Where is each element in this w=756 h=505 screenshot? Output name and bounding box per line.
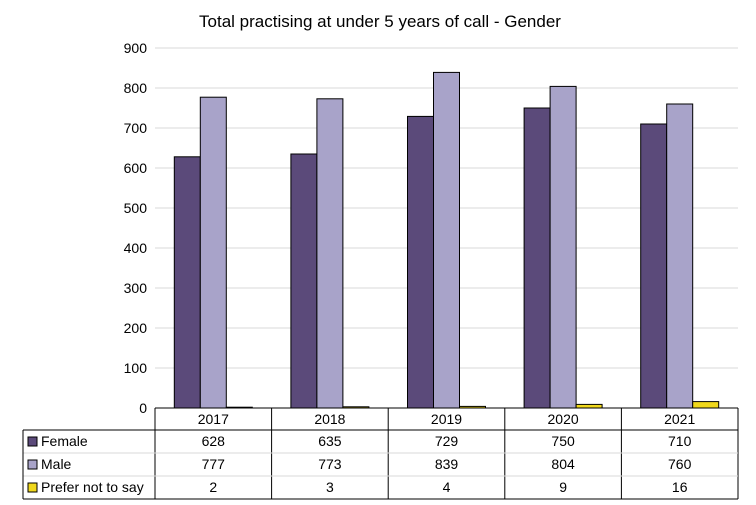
y-tick-label: 700: [124, 120, 148, 136]
bar-female-2020: [523, 107, 551, 409]
data-label: 750: [551, 433, 575, 449]
data-label: 710: [668, 433, 692, 449]
bar-prefer-not-to-say-2020: [575, 403, 603, 409]
legend-label: Prefer not to say: [41, 479, 144, 495]
bar-female-2018: [290, 153, 318, 409]
x-tick-label: 2018: [314, 411, 345, 427]
bar-female-2021: [640, 123, 668, 409]
data-label: 2: [209, 479, 217, 495]
x-tick-label: 2020: [548, 411, 579, 427]
chart-title: Total practising at under 5 years of cal…: [199, 12, 561, 31]
y-tick-label: 300: [124, 280, 148, 296]
legend-swatch: [27, 436, 38, 447]
bar-prefer-not-to-say-2021: [692, 401, 720, 409]
legend-label: Female: [41, 433, 88, 449]
x-axis: 2017 2018 2019 2020 2021: [155, 407, 738, 427]
bars: [173, 71, 720, 409]
bar-male-2021: [666, 103, 694, 409]
y-tick-label: 400: [124, 240, 148, 256]
bar-female-2017: [173, 156, 201, 409]
data-label: 628: [202, 433, 226, 449]
data-label: 839: [435, 456, 459, 472]
bar-male-2018: [316, 98, 344, 409]
data-label: 804: [551, 456, 575, 472]
y-axis: 0 100 200 300 400 500 600 700 800 900: [124, 40, 148, 416]
bar-male-2020: [549, 85, 577, 409]
y-tick-label: 0: [139, 400, 147, 416]
data-label: 773: [318, 456, 342, 472]
y-tick-label: 200: [124, 320, 148, 336]
y-tick-label: 800: [124, 80, 148, 96]
data-label: 635: [318, 433, 342, 449]
data-label: 760: [668, 456, 692, 472]
x-tick-label: 2021: [664, 411, 695, 427]
bar-female-2019: [407, 115, 434, 409]
data-label: 3: [326, 479, 334, 495]
bar-male-2017: [199, 96, 227, 409]
y-tick-label: 900: [124, 40, 148, 56]
y-tick-label: 100: [124, 360, 148, 376]
legend-label: Male: [41, 456, 72, 472]
data-table: Female 628 635 729 750 710 Male 777 773 839 804 760…: [22, 408, 739, 500]
data-label: 16: [672, 479, 688, 495]
x-tick-label: 2017: [198, 411, 229, 427]
data-label: 4: [443, 479, 451, 495]
data-label: 777: [202, 456, 226, 472]
x-tick-label: 2019: [431, 411, 462, 427]
legend-swatch: [27, 482, 38, 493]
data-label: 729: [435, 433, 459, 449]
data-label: 9: [559, 479, 567, 495]
bar-male-2019: [433, 71, 460, 409]
y-tick-label: 600: [124, 160, 148, 176]
legend-swatch: [27, 459, 38, 470]
y-tick-label: 500: [124, 200, 148, 216]
